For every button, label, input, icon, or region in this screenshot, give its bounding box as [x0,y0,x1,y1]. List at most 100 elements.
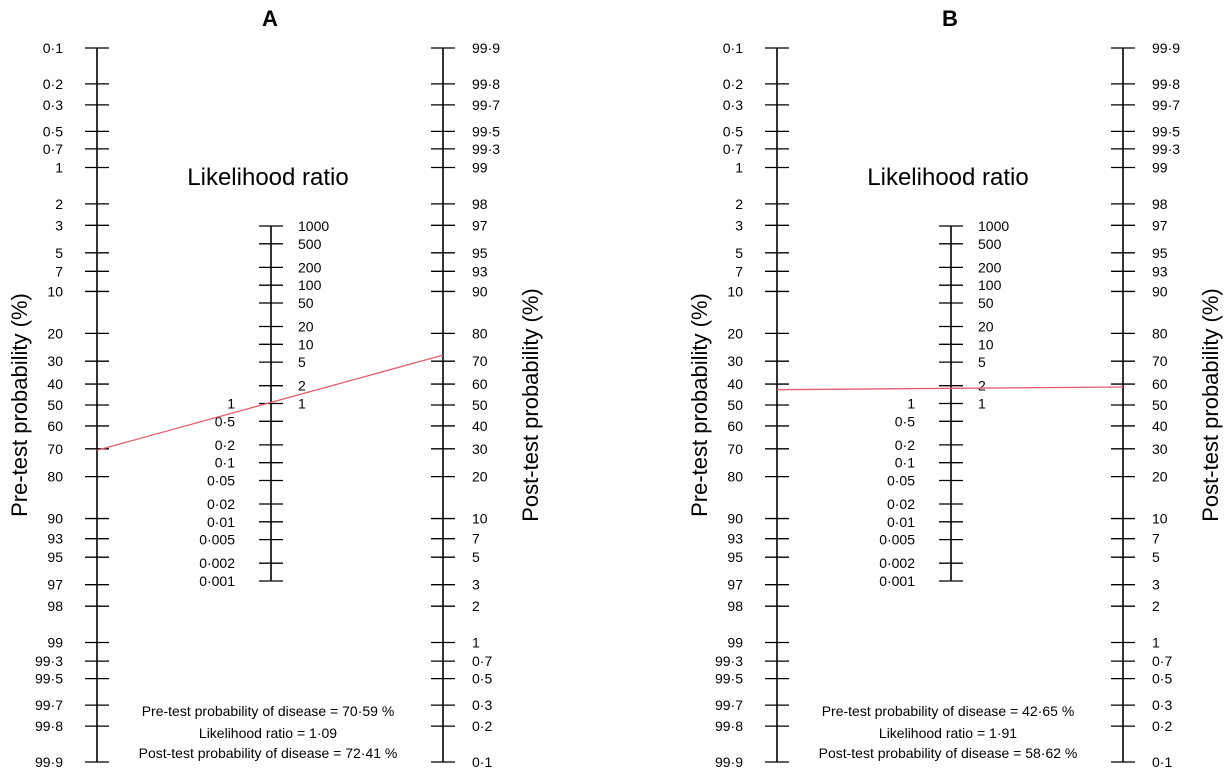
lr-tick-label-high: 10 [298,336,314,352]
pretest-tick-label: 3 [55,217,63,233]
pretest-tick-label: 99·9 [715,754,743,770]
posttest-tick-label: 0·7 [1152,653,1172,669]
pretest-tick-label: 7 [735,263,743,279]
lr-tick-label-low: 0·2 [895,437,915,453]
pretest-axis-label: Pre-test probability (%) [7,293,32,517]
pretest-tick-label: 99·8 [715,718,743,734]
pretest-tick-label: 99·5 [35,671,63,687]
equals-sign: = [973,725,989,741]
lr-tick-label-low: 1 [227,396,235,412]
posttest-result-value: 58·62 % [1025,745,1077,761]
pretest-tick-label: 70 [47,441,63,457]
lr-tick-label-low: 1 [907,396,915,412]
pretest-tick-label: 99·3 [715,653,743,669]
posttest-tick-label: 98 [472,196,488,212]
posttest-tick-label: 0·3 [472,697,492,713]
pretest-result: Pre-test probability of disease = 42·65 … [822,703,1075,719]
pretest-tick-label: 5 [55,245,63,261]
lr-tick-label-low: 0·5 [215,413,235,429]
lr-tick-label-high: 50 [298,295,314,311]
lr-tick-label-high: 200 [978,259,1002,275]
pretest-tick-label: 3 [735,217,743,233]
lr-tick-label-high: 20 [298,319,314,335]
posttest-tick-label: 50 [1152,397,1168,413]
equals-sign: = [293,725,309,741]
posttest-tick-label: 3 [472,577,480,593]
lr-result-label: Likelihood ratio [879,725,973,741]
pretest-tick-label: 70 [727,441,743,457]
lr-tick-label-low: 0·02 [887,496,915,512]
pretest-tick-label: 99·7 [35,697,63,713]
pretest-tick-label: 0·7 [723,141,743,157]
equals-sign: = [329,745,345,761]
posttest-result-value: 72·41 % [345,745,397,761]
lr-tick-label-low: 0·005 [199,532,235,548]
posttest-tick-label: 5 [472,549,480,565]
pretest-tick-label: 0·5 [723,123,743,139]
lr-tick-label-high: 1000 [298,218,329,234]
pretest-tick-label: 80 [47,469,63,485]
lr-tick-label-high: 500 [978,236,1002,252]
pretest-tick-label: 0·5 [43,123,63,139]
posttest-result: Post-test probability of disease = 72·41… [139,745,398,761]
lr-tick-label-low: 0·01 [207,514,235,530]
result-line [776,386,1124,391]
pretest-tick-label: 5 [735,245,743,261]
lr-tick-label-high: 20 [978,319,994,335]
posttest-tick-label: 99·8 [1152,76,1180,92]
posttest-tick-label: 80 [472,325,488,341]
pretest-tick-label: 95 [727,549,743,565]
lr-result-label: Likelihood ratio [199,725,293,741]
posttest-result-label: Post-test probability of disease [819,745,1010,761]
posttest-tick-label: 2 [1152,598,1160,614]
pretest-tick-label: 40 [47,376,63,392]
pretest-tick-label: 1 [735,159,743,175]
pretest-tick-label: 40 [727,376,743,392]
posttest-tick-label: 40 [1152,418,1168,434]
pretest-tick-label: 7 [55,263,63,279]
posttest-tick-label: 98 [1152,196,1168,212]
pretest-tick-label: 95 [47,549,63,565]
pretest-tick-label: 10 [727,283,743,299]
posttest-tick-label: 90 [1152,283,1168,299]
posttest-axis-label: Post-test probability (%) [1198,288,1223,522]
posttest-tick-label: 60 [472,376,488,392]
pretest-tick-label: 98 [727,598,743,614]
lr-tick-label-low: 0·05 [887,472,915,488]
lr-result: Likelihood ratio = 1·91 [879,725,1017,741]
posttest-tick-label: 99·7 [1152,97,1180,113]
posttest-tick-label: 10 [472,511,488,527]
lr-result: Likelihood ratio = 1·09 [199,725,337,741]
pretest-tick-label: 0·1 [43,40,63,56]
panel-label: A [262,6,278,31]
equals-sign: = [1006,703,1022,719]
lr-tick-label-high: 100 [978,277,1002,293]
nomogram-panel-a: A Likelihood ratio Pre-test probability … [7,6,543,770]
pretest-tick-label: 1 [55,159,63,175]
pretest-tick-label: 0·2 [723,76,743,92]
lr-result-value: 1·09 [309,725,337,741]
pretest-result-value: 42·65 % [1022,703,1074,719]
posttest-tick-label: 7 [1152,531,1160,547]
lr-tick-label-low: 0·01 [887,514,915,530]
lr-tick-label-low: 0·1 [895,455,915,471]
lr-tick-label-low: 0·002 [199,555,235,571]
posttest-tick-label: 0·2 [1152,718,1172,734]
posttest-tick-label: 30 [472,441,488,457]
pretest-tick-label: 30 [727,353,743,369]
posttest-tick-label: 70 [472,353,488,369]
lr-tick-label-low: 0·001 [879,573,915,589]
equals-sign: = [1009,745,1025,761]
pretest-tick-label: 97 [47,577,63,593]
posttest-tick-label: 60 [1152,376,1168,392]
pretest-tick-label: 2 [55,196,63,212]
lr-tick-label-high: 200 [298,259,322,275]
likelihood-ratio-title: Likelihood ratio [187,164,348,191]
pretest-result-label: Pre-test probability of disease [822,703,1007,719]
pretest-tick-label: 0·3 [723,97,743,113]
posttest-tick-label: 2 [472,598,480,614]
lr-tick-label-high: 100 [298,277,322,293]
pretest-tick-label: 99·9 [35,754,63,770]
pretest-tick-label: 99·3 [35,653,63,669]
